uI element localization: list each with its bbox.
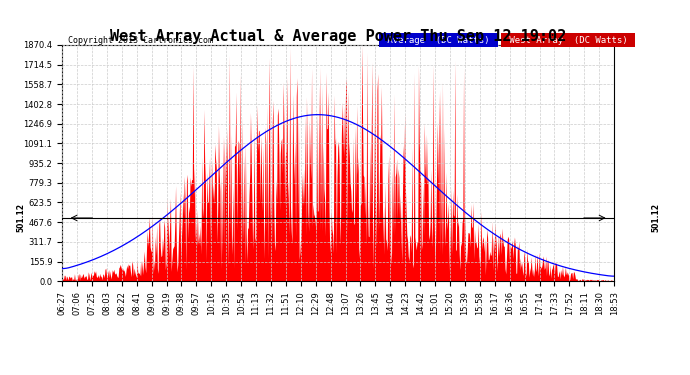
Text: West Array  (DC Watts): West Array (DC Watts) bbox=[504, 36, 633, 45]
Text: Copyright 2013 Cartronics.com: Copyright 2013 Cartronics.com bbox=[68, 36, 213, 45]
Text: Average  (DC Watts): Average (DC Watts) bbox=[382, 36, 495, 45]
Text: 501.12: 501.12 bbox=[16, 204, 26, 232]
Text: 501.12: 501.12 bbox=[651, 204, 660, 232]
Title: West Array Actual & Average Power Thu Sep 12 19:02: West Array Actual & Average Power Thu Se… bbox=[110, 29, 566, 44]
